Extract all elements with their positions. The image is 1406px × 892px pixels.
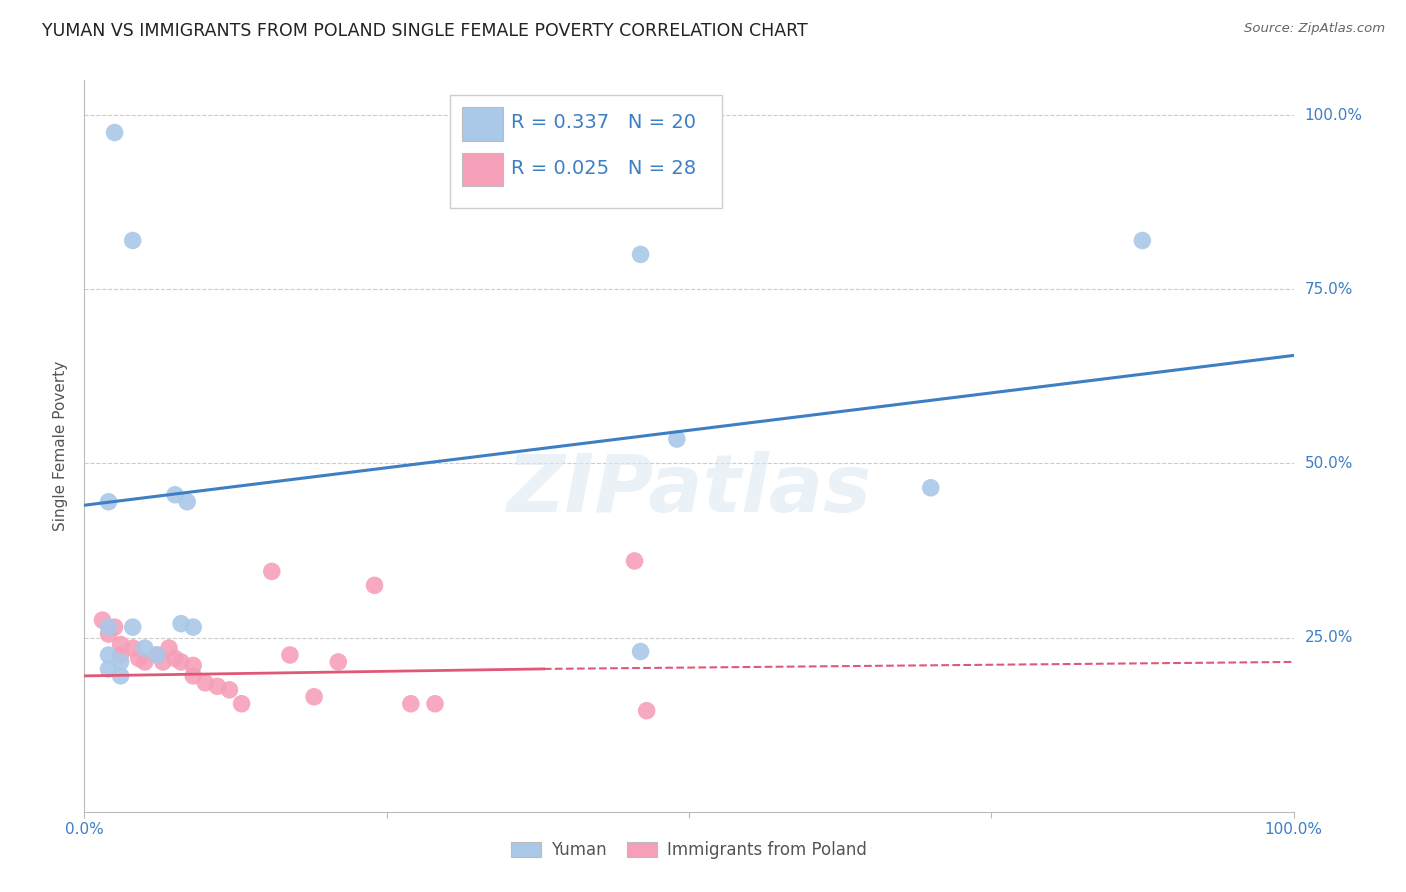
- Point: [170, 655, 193, 669]
- Point: [170, 616, 193, 631]
- Text: YUMAN VS IMMIGRANTS FROM POLAND SINGLE FEMALE POVERTY CORRELATION CHART: YUMAN VS IMMIGRANTS FROM POLAND SINGLE F…: [42, 22, 808, 40]
- Point: [630, 247, 652, 261]
- Point: [152, 655, 174, 669]
- Text: 50.0%: 50.0%: [1305, 456, 1353, 471]
- Point: [97, 662, 120, 676]
- Text: 75.0%: 75.0%: [1305, 282, 1353, 297]
- Point: [110, 655, 132, 669]
- Point: [97, 494, 120, 508]
- Point: [146, 648, 169, 662]
- Point: [218, 682, 240, 697]
- Point: [176, 494, 198, 508]
- Point: [110, 638, 132, 652]
- Text: ZIPatlas: ZIPatlas: [506, 450, 872, 529]
- Point: [423, 697, 446, 711]
- Point: [231, 697, 253, 711]
- Point: [623, 554, 645, 568]
- Text: R = 0.025   N = 28: R = 0.025 N = 28: [512, 159, 696, 178]
- Point: [104, 126, 127, 140]
- Y-axis label: Single Female Poverty: Single Female Poverty: [53, 361, 69, 531]
- Point: [97, 620, 120, 634]
- Point: [207, 679, 229, 693]
- Point: [121, 620, 143, 634]
- Point: [665, 432, 688, 446]
- Point: [97, 627, 120, 641]
- Point: [630, 644, 652, 658]
- Point: [91, 613, 114, 627]
- Point: [920, 481, 942, 495]
- FancyBboxPatch shape: [461, 107, 503, 141]
- Point: [163, 651, 186, 665]
- Point: [134, 655, 156, 669]
- Point: [157, 640, 180, 655]
- Text: 25.0%: 25.0%: [1305, 630, 1353, 645]
- Point: [146, 648, 169, 662]
- Point: [97, 648, 120, 662]
- Point: [181, 658, 204, 673]
- Point: [636, 704, 658, 718]
- FancyBboxPatch shape: [461, 153, 503, 186]
- Point: [328, 655, 350, 669]
- Point: [1130, 234, 1153, 248]
- Point: [134, 640, 156, 655]
- Point: [110, 648, 132, 662]
- Point: [128, 651, 150, 665]
- Point: [110, 669, 132, 683]
- FancyBboxPatch shape: [450, 95, 721, 209]
- Point: [302, 690, 325, 704]
- Point: [121, 640, 143, 655]
- Text: 100.0%: 100.0%: [1305, 108, 1362, 122]
- Point: [121, 234, 143, 248]
- Point: [278, 648, 301, 662]
- Point: [104, 620, 127, 634]
- Point: [260, 565, 283, 579]
- Point: [163, 488, 186, 502]
- Point: [181, 620, 204, 634]
- Legend: Yuman, Immigrants from Poland: Yuman, Immigrants from Poland: [505, 834, 873, 865]
- Point: [194, 676, 217, 690]
- Point: [181, 669, 204, 683]
- Text: Source: ZipAtlas.com: Source: ZipAtlas.com: [1244, 22, 1385, 36]
- Point: [363, 578, 385, 592]
- Point: [399, 697, 422, 711]
- Text: R = 0.337   N = 20: R = 0.337 N = 20: [512, 113, 696, 132]
